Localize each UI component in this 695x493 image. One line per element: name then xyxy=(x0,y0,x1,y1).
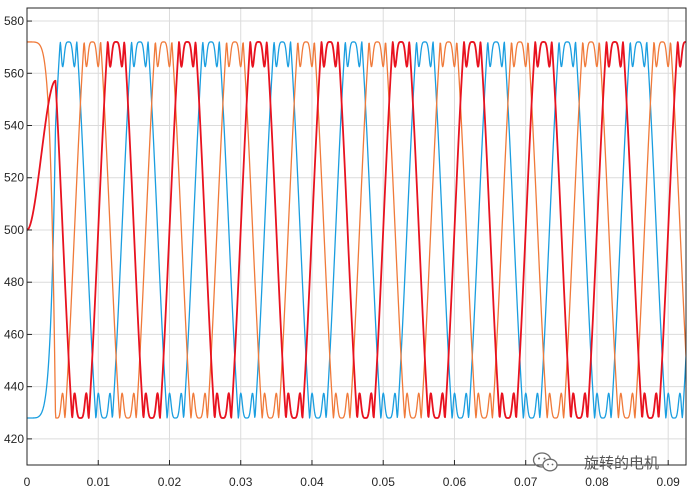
y-axis: 420 440 460 480 500 520 540 560 580 xyxy=(4,14,32,446)
wechat-icon xyxy=(532,452,558,472)
x-tick-label: 0.02 xyxy=(158,475,182,489)
series-line xyxy=(27,41,686,419)
y-tick-label: 540 xyxy=(4,119,24,133)
x-tick-label: 0.06 xyxy=(443,475,467,489)
series-layer xyxy=(27,41,686,419)
series-line xyxy=(27,41,686,419)
x-axis: 0 0.01 0.02 0.03 0.04 0.05 0.06 0.07 0.08 0.09 xyxy=(24,460,681,489)
y-tick-label: 460 xyxy=(4,327,24,341)
x-tick-label: 0.05 xyxy=(372,475,396,489)
y-tick-label: 580 xyxy=(4,14,24,28)
x-tick-label: 0 xyxy=(24,475,31,489)
y-tick-label: 440 xyxy=(4,380,24,394)
y-tick-label: 520 xyxy=(4,171,24,185)
y-tick-label: 560 xyxy=(4,66,24,80)
y-tick-label: 480 xyxy=(4,275,24,289)
series-line xyxy=(27,41,686,419)
plot-frame xyxy=(26,7,687,466)
y-tick-label: 500 xyxy=(4,223,24,237)
x-tick-label: 0.03 xyxy=(229,475,253,489)
x-tick-label: 0.09 xyxy=(657,475,681,489)
watermark-text: 旋转的电机 xyxy=(584,454,659,472)
x-tick-label: 0.01 xyxy=(87,475,111,489)
x-tick-label: 0.07 xyxy=(514,475,538,489)
watermark: 旋转的电机 xyxy=(532,452,659,472)
y-tick-label: 420 xyxy=(4,432,24,446)
x-tick-label: 0.08 xyxy=(585,475,609,489)
x-tick-label: 0.04 xyxy=(300,475,324,489)
